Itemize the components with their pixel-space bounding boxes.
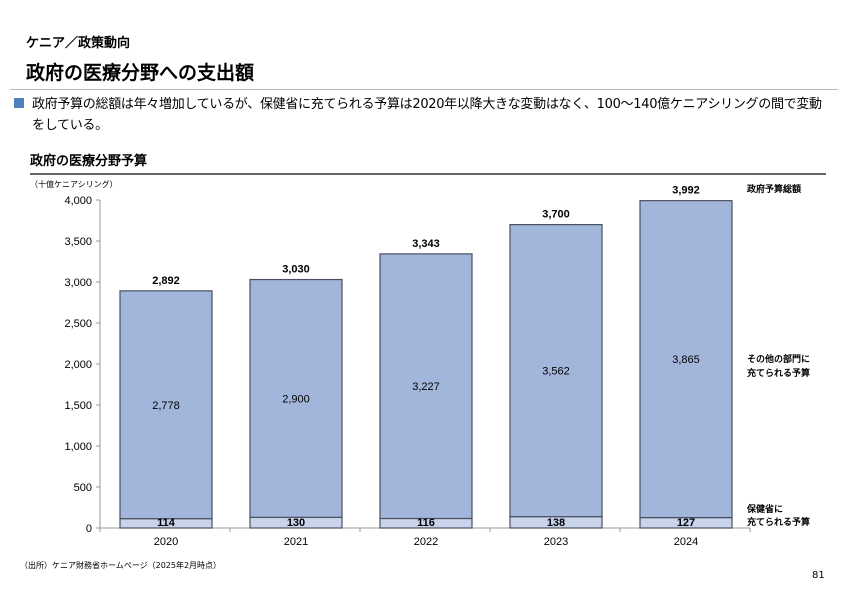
bar-other-2022 xyxy=(379,253,473,520)
total-value-label: 3,343 xyxy=(412,238,440,250)
bar-other-2020 xyxy=(119,290,213,520)
bar-other-2023 xyxy=(509,224,603,518)
y-tick-label: 4,000 xyxy=(64,195,92,207)
y-tick-label: 1,500 xyxy=(64,400,92,412)
total-value-label: 2,892 xyxy=(152,275,180,287)
description: 政府予算の総額は年々増加しているが、保健省に充てられる予算は2020年以降大きな… xyxy=(32,97,822,133)
legend-other: その他の部門に xyxy=(747,353,810,364)
y-tick-label: 500 xyxy=(74,482,92,494)
x-tick-label: 2023 xyxy=(544,536,568,548)
legend-total: 政府予算総額 xyxy=(747,183,801,194)
page-title: 政府の医療分野への支出額 xyxy=(26,62,255,84)
bar-other-2021 xyxy=(249,278,343,518)
legend-health: 保健省に xyxy=(746,503,783,514)
health-value-label: 127 xyxy=(677,517,695,529)
y-tick-label: 0 xyxy=(86,523,92,535)
source-note: （出所）ケニア財務省ホームページ（2025年2月時点） xyxy=(20,561,222,570)
chart-title: 政府の医療分野予算 xyxy=(30,154,148,169)
other-value-label: 3,227 xyxy=(412,381,440,393)
breadcrumb: ケニア／政策動向 xyxy=(26,36,131,51)
health-value-label: 130 xyxy=(287,517,305,529)
other-value-label: 2,900 xyxy=(282,393,310,405)
bar-other-2024 xyxy=(639,200,733,519)
y-tick-label: 2,500 xyxy=(64,318,92,330)
other-value-label: 3,562 xyxy=(542,366,570,378)
page-number: 81 xyxy=(812,570,825,581)
y-tick-label: 1,000 xyxy=(64,441,92,453)
health-value-label: 116 xyxy=(417,517,435,529)
total-value-label: 3,992 xyxy=(672,185,700,197)
health-value-label: 138 xyxy=(547,517,565,529)
x-tick-label: 2020 xyxy=(154,536,178,548)
other-value-label: 3,865 xyxy=(672,354,700,366)
bullet-icon xyxy=(14,98,24,108)
x-tick-label: 2022 xyxy=(414,536,438,548)
other-value-label: 2,778 xyxy=(152,400,180,412)
health-value-label: 114 xyxy=(157,517,176,529)
unit-label: （十億ケニアシリング） xyxy=(30,180,118,189)
y-tick-label: 2,000 xyxy=(64,359,92,371)
total-value-label: 3,700 xyxy=(542,209,570,221)
legend-other: 充てられる予算 xyxy=(747,367,810,378)
legend-health: 充てられる予算 xyxy=(747,516,810,527)
x-tick-label: 2024 xyxy=(674,536,698,548)
chart-divider xyxy=(30,173,826,175)
y-tick-label: 3,500 xyxy=(64,236,92,248)
y-tick-label: 3,000 xyxy=(64,277,92,289)
total-value-label: 3,030 xyxy=(282,264,310,276)
x-tick-label: 2021 xyxy=(284,536,308,548)
divider xyxy=(10,89,838,90)
